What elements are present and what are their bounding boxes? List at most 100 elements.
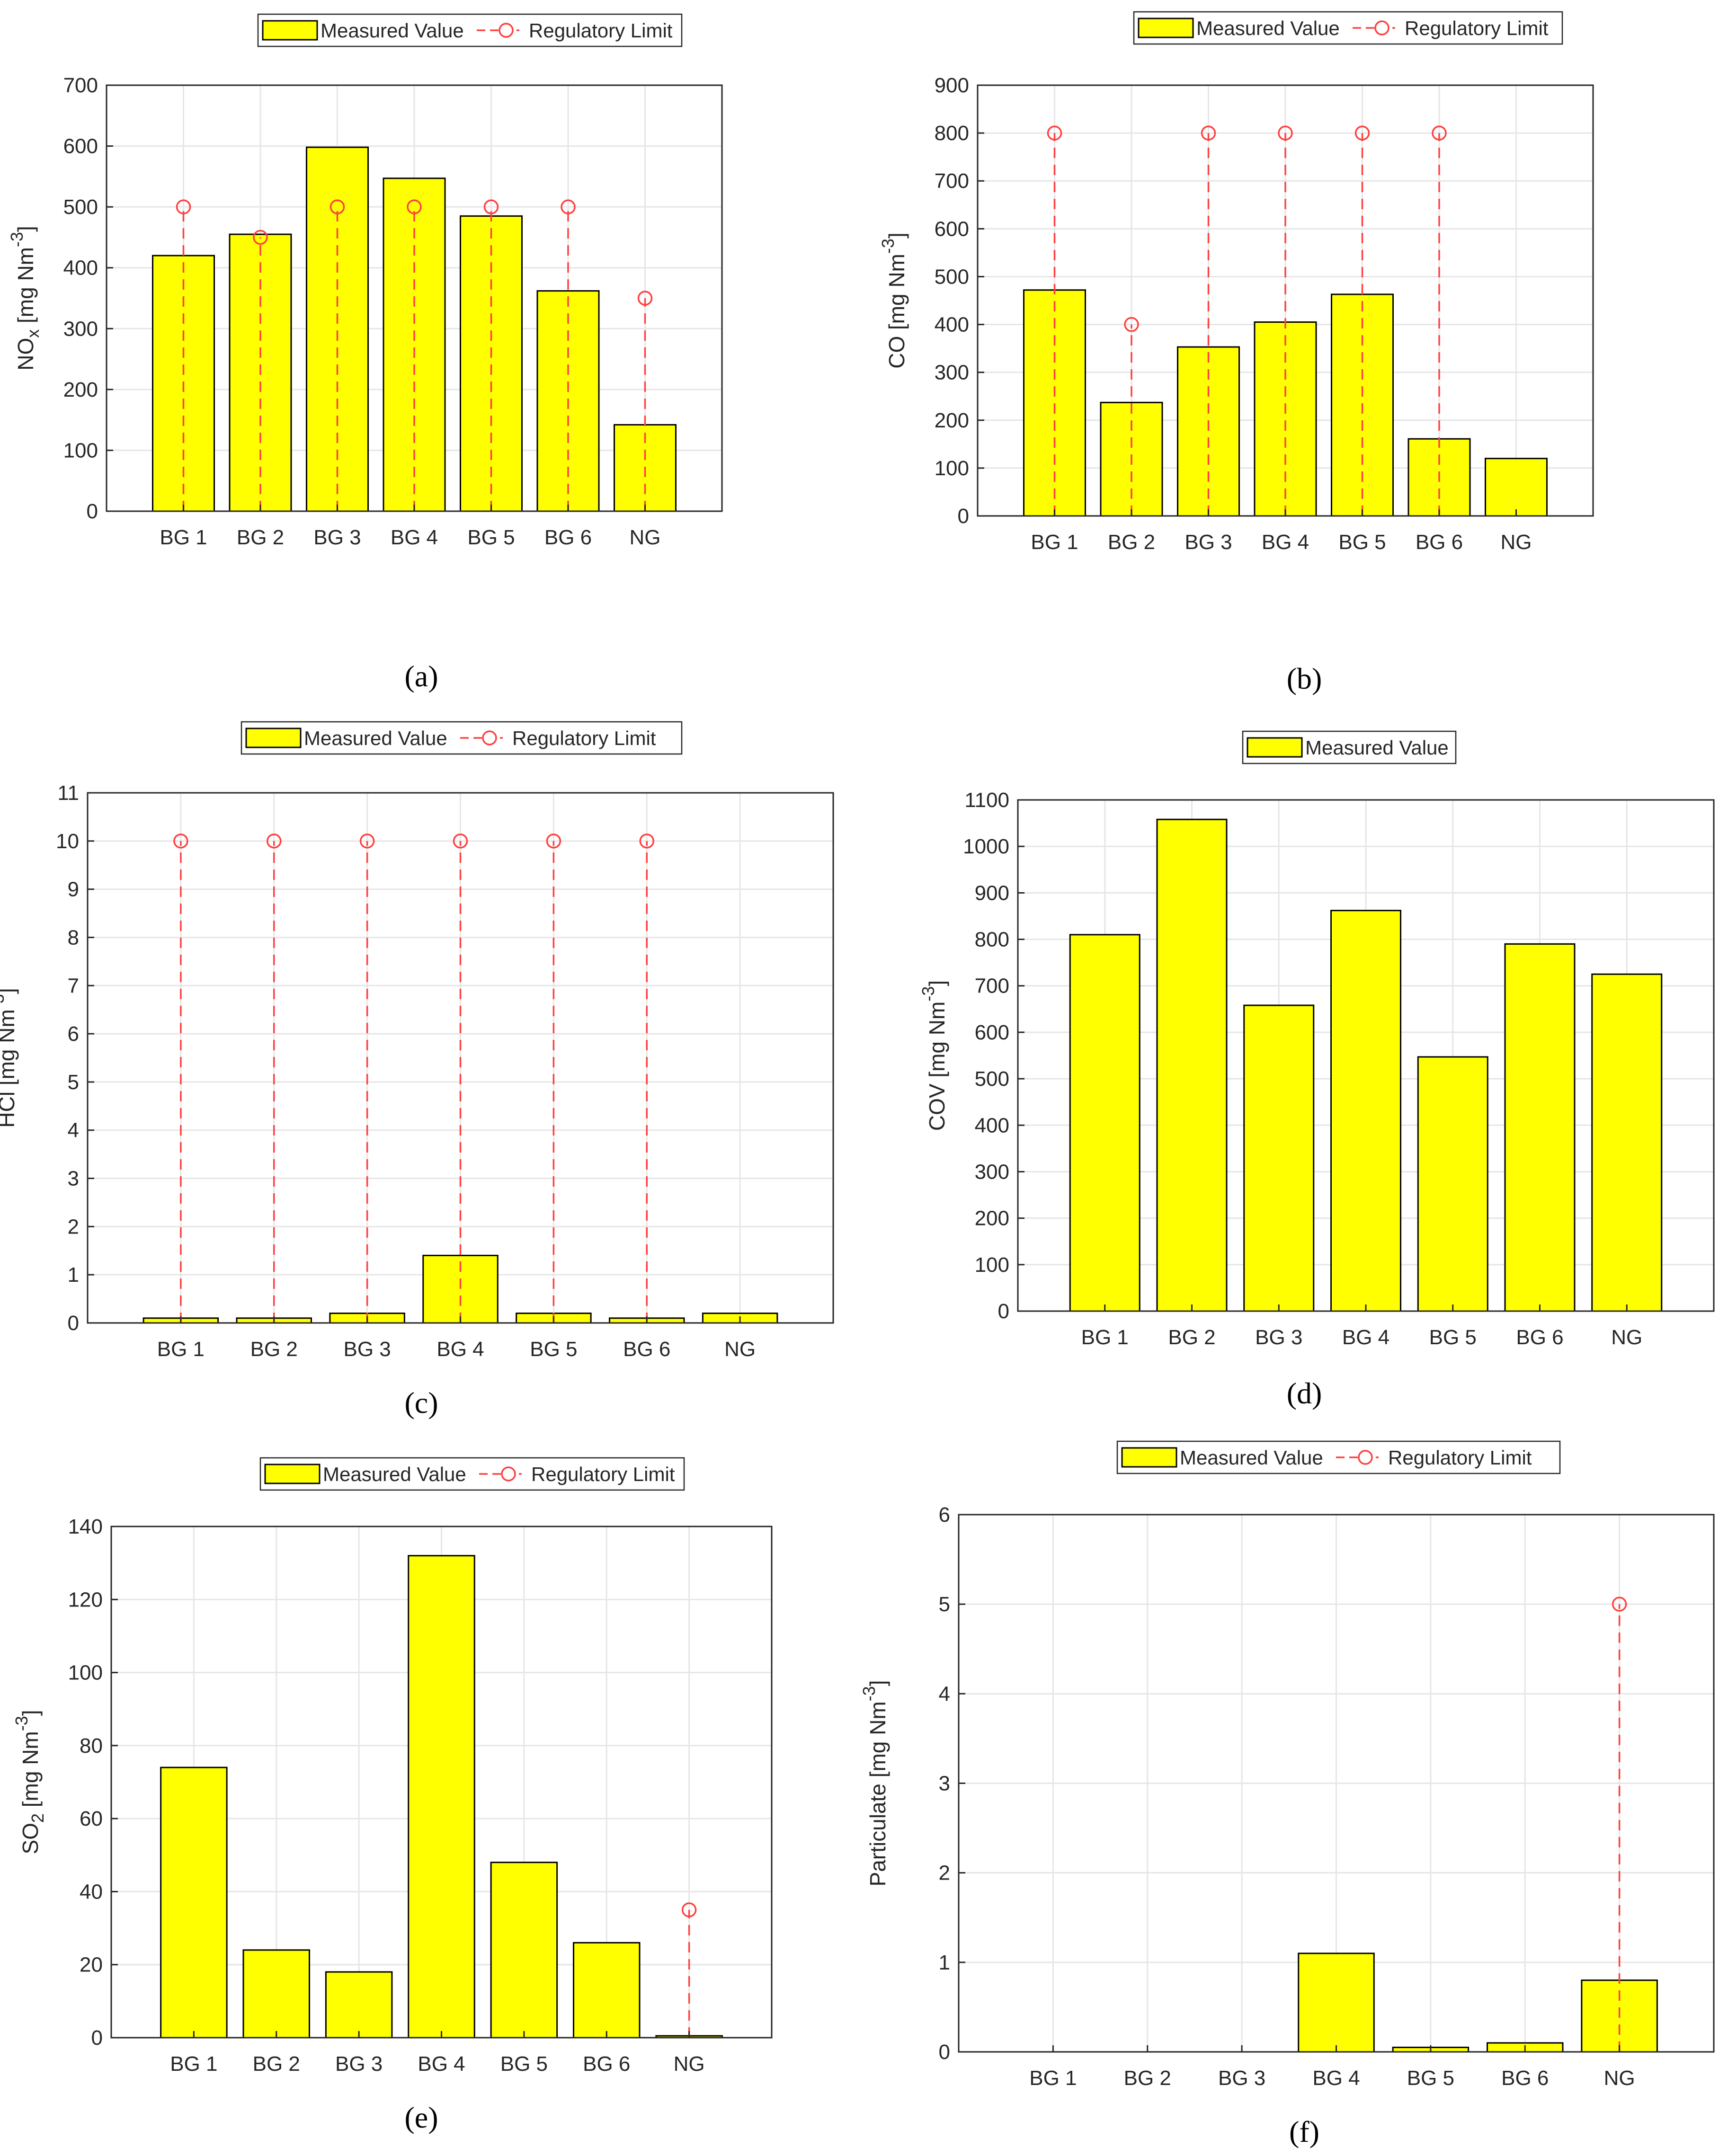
y-tick-label: 120 [68, 1588, 103, 1611]
y-axis-label-exp: -3 [878, 239, 898, 254]
legend: Measured Value Regulatory Limit [257, 13, 683, 47]
bar-bg4 [1330, 910, 1401, 1312]
bar-ng [1485, 458, 1548, 517]
x-tick-label: BG 1 [160, 526, 207, 549]
limit-marker [453, 834, 468, 849]
legend-bar-swatch [1138, 18, 1194, 38]
legend-limit-marker [1374, 20, 1390, 35]
chart-panel-d: 0 100 200 300 400 500 600 700 800 900 1000 1100 BG 1… [918, 730, 1715, 1410]
bar-bg3 [1243, 1004, 1315, 1312]
y-tick-label: 100 [935, 457, 969, 480]
legend-measured-label: Measured Value [323, 1463, 466, 1485]
bar-bg4 [1298, 1952, 1375, 2053]
legend-bar-swatch [264, 1464, 321, 1484]
legend-limit-label: Regulatory Limit [1405, 17, 1549, 39]
x-tick-label: NG [724, 1338, 756, 1361]
y-axis-label-close: ] [925, 980, 949, 986]
legend-limit-label: Regulatory Limit [1388, 1446, 1532, 1469]
y-axis-label: COV [mg Nm-3] [918, 980, 949, 1131]
limit-marker [407, 199, 422, 214]
y-tick-label: 2 [68, 1215, 79, 1238]
y-tick-label: 7 [68, 974, 79, 997]
limit-marker [639, 834, 654, 849]
y-tick-label: 300 [63, 317, 98, 340]
x-tick-label: BG 5 [1407, 2067, 1454, 2090]
y-axis-label: SO2 [mg Nm-3] [12, 1710, 47, 1854]
x-tick-label: BG 5 [1429, 1326, 1477, 1349]
y-axis-label-close: ] [18, 1710, 43, 1716]
x-tick-label: NG [630, 526, 661, 549]
limit-marker [637, 291, 653, 306]
legend-bar-swatch [1247, 737, 1303, 758]
legend-box [259, 1457, 685, 1491]
y-tick-label: 1100 [964, 789, 1009, 812]
x-tick-label: BG 1 [157, 1338, 205, 1361]
panel-label: (e) [404, 2101, 438, 2134]
y-tick-label: 600 [63, 135, 98, 158]
y-axis-label-unit: [mg Nm [0, 1009, 19, 1091]
y-tick-label: 600 [935, 217, 969, 240]
bar-bg6 [573, 1942, 641, 2039]
x-tick-label: BG 4 [391, 526, 438, 549]
limit-marker [1278, 125, 1293, 141]
x-tick-label: BG 4 [1342, 1326, 1390, 1349]
y-tick-label: 400 [935, 313, 969, 337]
y-axis-label-exp: -3 [918, 986, 938, 1002]
bar-bg1 [1069, 934, 1140, 1312]
panel-label: (c) [404, 1386, 438, 1420]
x-tick-label: BG 2 [250, 1338, 298, 1361]
y-axis-label-main: SO [18, 1823, 43, 1854]
x-tick-label: NG [1611, 1326, 1642, 1349]
x-tick-label: BG 1 [1031, 531, 1078, 554]
legend-limit-marker [1358, 1450, 1373, 1465]
y-tick-label: 3 [939, 1772, 950, 1795]
x-tick-label: BG 4 [418, 2052, 465, 2076]
chart-panel-b: 0 100 200 300 400 500 600 700 800 900 BG 1 BG 2 BG 3… [878, 11, 1594, 695]
legend-measured-label: Measured Value [321, 19, 464, 42]
y-tick-label: 800 [935, 122, 969, 145]
x-tick-label: BG 1 [170, 2052, 217, 2076]
bar-bg2 [242, 1949, 310, 2039]
x-tick-label: BG 5 [530, 1338, 577, 1361]
bar-bg5 [490, 1862, 558, 2039]
legend-limit-marker [501, 1466, 516, 1482]
y-axis-label-close: ] [0, 988, 19, 994]
x-tick-label: BG 4 [436, 1338, 484, 1361]
y-tick-label: 1 [939, 1951, 950, 1974]
panel-label: (d) [1287, 1376, 1322, 1410]
y-tick-label: 2 [939, 1862, 950, 1885]
legend-limit-marker [499, 23, 514, 38]
limit-marker [483, 199, 499, 214]
legend-box [257, 13, 683, 47]
x-tick-label: BG 3 [343, 1338, 391, 1361]
limit-marker [1201, 125, 1216, 141]
bar-bg6 [1504, 943, 1576, 1312]
limit-marker [1612, 1597, 1627, 1612]
y-axis-label-unit: [mg Nm [925, 1002, 949, 1084]
x-tick-label: NG [674, 2052, 705, 2076]
y-axis-label-unit: [mg Nm [884, 254, 909, 336]
y-tick-label: 500 [63, 195, 98, 219]
limit-marker [176, 199, 191, 214]
y-tick-label: 40 [80, 1880, 103, 1903]
limit-marker [173, 834, 188, 849]
x-tick-label: BG 5 [1338, 531, 1386, 554]
legend-box [1133, 11, 1563, 45]
x-tick-label: BG 3 [313, 526, 361, 549]
bar-bg4 [408, 1555, 475, 2039]
y-tick-label: 500 [975, 1067, 1009, 1091]
y-axis-label: CO [mg Nm-3] [878, 232, 909, 369]
x-tick-label: NG [1604, 2067, 1635, 2090]
limit-marker [330, 199, 345, 214]
y-axis-label: NOx [mg Nm-3] [7, 226, 43, 371]
x-tick-label: BG 5 [467, 526, 515, 549]
y-tick-label: 700 [935, 169, 969, 193]
legend: Measured Value Regulatory Limit [259, 1457, 685, 1491]
y-axis-label-main: HCl [0, 1091, 19, 1128]
panel-label: (a) [404, 659, 438, 693]
x-tick-label: BG 5 [500, 2052, 548, 2076]
y-tick-label: 400 [63, 257, 98, 280]
y-tick-label: 5 [68, 1071, 79, 1094]
legend: Measured Value Regulatory Limit [1133, 11, 1563, 45]
